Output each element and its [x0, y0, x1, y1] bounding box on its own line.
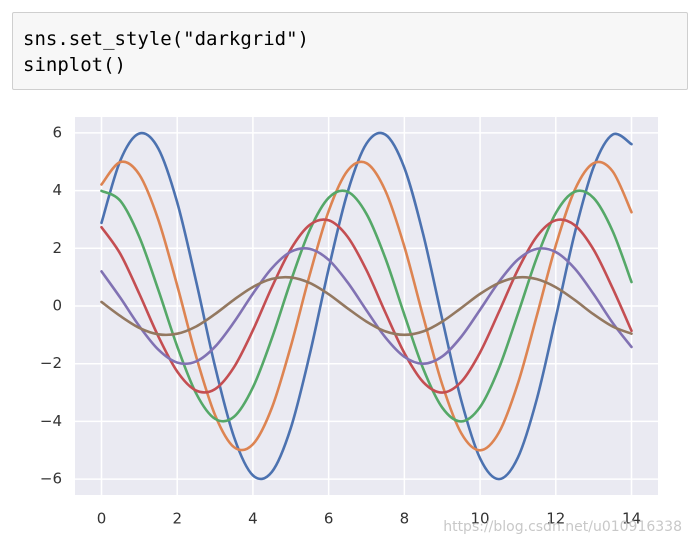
y-tick-label: 4 — [52, 181, 62, 199]
series-line — [100, 131, 633, 481]
x-tick-label: 0 — [97, 510, 107, 528]
y-tick-label: 6 — [52, 123, 62, 141]
y-tick-label: −6 — [40, 470, 62, 488]
x-tick-label: 6 — [324, 510, 334, 528]
y-tick-label: 0 — [52, 297, 62, 315]
series-line — [100, 160, 633, 452]
x-tick-label: 14 — [622, 510, 641, 528]
x-tick-label: 4 — [248, 510, 258, 528]
series-line — [100, 275, 633, 337]
series-line — [100, 246, 633, 366]
code-line: sinplot() — [23, 54, 126, 76]
series-line — [100, 189, 633, 423]
x-tick-label: 10 — [471, 510, 490, 528]
y-tick-label: −4 — [40, 412, 62, 430]
series-line — [100, 218, 633, 394]
x-tick-label: 2 — [172, 510, 182, 528]
x-tick-label: 8 — [400, 510, 410, 528]
y-tick-label: 2 — [52, 239, 62, 257]
x-tick-label: 12 — [546, 510, 565, 528]
code-line: sns.set_style("darkgrid") — [23, 28, 309, 50]
watermark: https://blog.csdn.net/u010916338 — [443, 519, 682, 535]
y-tick-label: −2 — [40, 354, 62, 372]
code-cell: sns.set_style("darkgrid") sinplot() — [12, 12, 688, 90]
